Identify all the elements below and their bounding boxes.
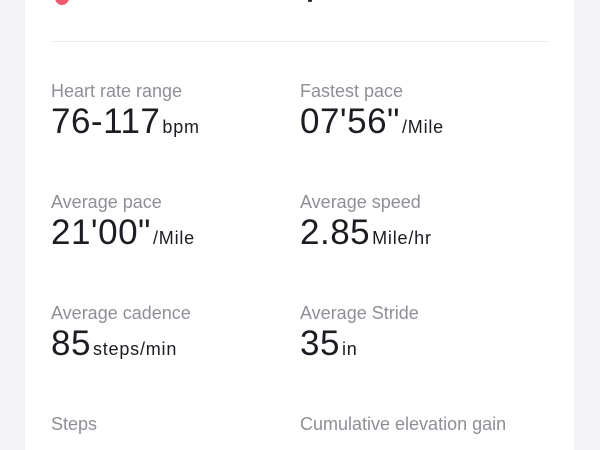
- clipped-text-remnant: [308, 0, 312, 2]
- stat-label: Average pace: [51, 192, 162, 212]
- stat-value: 35: [300, 324, 340, 363]
- stat-value-row: 35 in: [300, 324, 358, 371]
- stat-label: Steps: [51, 414, 98, 434]
- stat-unit: /Mile: [152, 228, 195, 248]
- stat-label: Cumulative elevation gain: [300, 414, 507, 434]
- stat-unit: bpm: [162, 117, 200, 137]
- stat-value-row: 76-117 bpm: [51, 102, 200, 149]
- stat-unit: /Mile: [401, 117, 444, 137]
- stat-value: 07'56": [300, 102, 400, 141]
- stat-value: 76-117: [51, 102, 161, 141]
- stat-value: 85: [51, 324, 91, 363]
- stat-label: Average cadence: [51, 303, 191, 323]
- stat-label: Fastest pace: [300, 81, 404, 101]
- stat-unit: Mile/hr: [372, 228, 432, 248]
- stat-unit: in: [341, 339, 358, 359]
- previous-section-remnant: [25, 0, 574, 6]
- stat-value-row: 07'56"/Mile: [300, 102, 444, 149]
- stat-label: Average Stride: [300, 303, 419, 323]
- section-divider: [51, 41, 548, 42]
- heart-icon: [55, 0, 69, 5]
- stat-unit: steps/min: [92, 339, 178, 359]
- stat-value: 2.85: [300, 213, 371, 252]
- stat-value-row: 85 steps/min: [51, 324, 177, 371]
- stat-value: 21'00": [51, 213, 151, 252]
- workout-details-card: Heart rate range 76-117 bpm Fastest pace …: [25, 0, 574, 450]
- stat-label: Heart rate range: [51, 81, 183, 101]
- stat-value-row: 21'00"/Mile: [51, 213, 195, 260]
- stat-value-row: 2.85 Mile/hr: [300, 213, 432, 260]
- stat-label: Average speed: [300, 192, 421, 212]
